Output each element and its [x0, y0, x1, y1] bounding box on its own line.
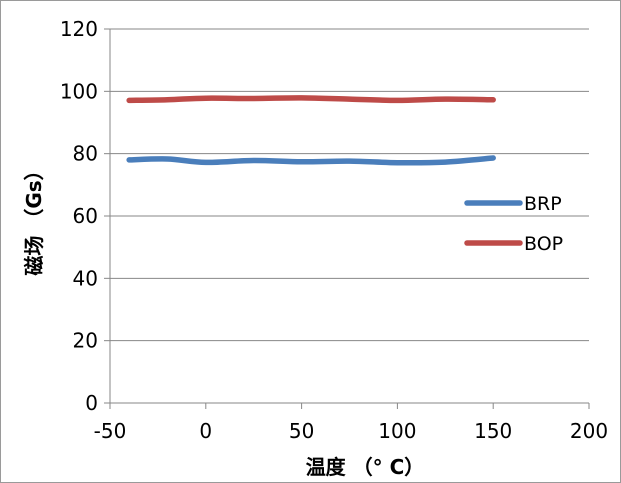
x-tick-label: 150 — [474, 419, 512, 443]
y-tick-label: 40 — [73, 266, 98, 290]
y-tick-label: 0 — [85, 391, 98, 415]
y-tick-label: 120 — [60, 17, 98, 41]
x-tick-label: 0 — [199, 419, 212, 443]
series-line-bop — [126, 95, 496, 104]
legend-label-bop: BOP — [524, 233, 563, 255]
series-layer — [126, 95, 496, 166]
x-axis-title: 温度 （° C） — [306, 455, 425, 479]
series-line-brp — [126, 155, 496, 166]
legend-label-brp: BRP — [524, 193, 562, 215]
y-axis-title: 磁场 （Gs） — [22, 160, 46, 275]
x-tick-label: 50 — [289, 419, 314, 443]
x-tick-label: -50 — [94, 419, 127, 443]
legend: BRP BOP — [464, 193, 563, 255]
y-tick-label: 20 — [73, 329, 98, 353]
x-tick-label: 200 — [570, 419, 608, 443]
grid-lines — [110, 28, 589, 342]
y-tick-label: 80 — [73, 142, 98, 166]
tick-labels: 0 20 40 60 80 100 120 -50 0 50 100 150 200 — [60, 17, 608, 443]
y-tick-label: 100 — [60, 79, 98, 103]
y-tick-label: 60 — [73, 204, 98, 228]
axes — [104, 28, 590, 409]
x-tick-label: 100 — [378, 419, 416, 443]
